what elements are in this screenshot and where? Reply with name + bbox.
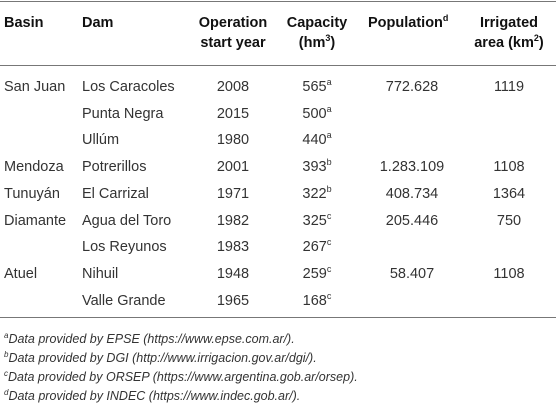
footnote-text: Data provided by ORSEP (https://www.arge… (8, 370, 358, 384)
cell-basin: San Juan (4, 79, 66, 95)
header-population: Populationd (368, 13, 448, 33)
header-irrigated-unit: area (km (474, 35, 534, 51)
cell-dam: Nihuil (82, 266, 119, 282)
capacity-footnote-mark: c (326, 264, 332, 275)
cell-capacity: 322b (282, 184, 352, 204)
cell-start-year: 1965 (216, 293, 250, 309)
capacity-value: 325 (302, 213, 327, 229)
cell-start-year: 1983 (216, 239, 250, 255)
capacity-value: 393 (302, 159, 327, 175)
cell-start-year: 1948 (216, 266, 250, 282)
header-population-label: Population (368, 15, 443, 31)
cell-start-year: 2001 (216, 159, 250, 175)
cell-capacity: 325c (282, 211, 352, 231)
cell-capacity: 168c (282, 291, 352, 311)
header-operation-line1: Operation (198, 15, 268, 31)
cell-start-year: 1971 (216, 186, 250, 202)
header-irrigated-sup: 2 (533, 33, 539, 44)
cell-population: 1.283.109 (379, 159, 445, 175)
header-population-sup: d (442, 13, 449, 24)
header-operation-line2: start year (200, 35, 266, 51)
capacity-value: 440 (302, 132, 327, 148)
capacity-footnote-mark: a (326, 104, 332, 115)
header-capacity-close: ) (330, 35, 336, 51)
footnote: cData provided by ORSEP (https://www.arg… (4, 369, 358, 385)
cell-irrigated-area: 1108 (493, 266, 525, 282)
capacity-footnote-mark: c (326, 291, 332, 302)
header-irrigated-line1: Irrigated (479, 15, 538, 31)
footnote-text: Data provided by INDEC (https://www.inde… (8, 389, 301, 403)
header-capacity-sup: 3 (325, 33, 331, 44)
capacity-footnote-mark: a (326, 77, 332, 88)
cell-capacity: 267c (282, 237, 352, 257)
capacity-footnote-mark: b (326, 157, 332, 168)
capacity-footnote-mark: b (326, 184, 332, 195)
cell-start-year: 1980 (216, 132, 250, 148)
cell-dam: Agua del Toro (82, 213, 172, 229)
capacity-value: 322 (302, 186, 327, 202)
capacity-footnote-mark: c (326, 237, 332, 248)
cell-population: 205.446 (385, 213, 439, 229)
cell-capacity: 393b (282, 157, 352, 177)
cell-dam: Punta Negra (82, 106, 164, 122)
header-capacity-line1: Capacity (286, 15, 348, 31)
footnote-text: Data provided by DGI (http://www.irrigac… (8, 351, 317, 365)
header-irrigated-line2: area (km2) (464, 33, 554, 53)
bottom-rule (0, 317, 556, 318)
cell-start-year: 2008 (216, 79, 250, 95)
cell-irrigated-area: 1108 (493, 159, 525, 175)
cell-capacity: 565a (282, 77, 352, 97)
footnote-mark: d (4, 387, 9, 397)
footnote-mark: c (4, 368, 8, 378)
cell-capacity: 259c (282, 264, 352, 284)
header-dam: Dam (82, 15, 114, 31)
capacity-footnote-mark: c (326, 211, 332, 222)
header-capacity: Capacity (hm3) (282, 13, 352, 53)
header-capacity-line2: (hm3) (282, 33, 352, 53)
footnote-mark: a (4, 330, 9, 340)
header-operation-start-year: Operation start year (188, 13, 278, 53)
cell-dam: El Carrizal (82, 186, 149, 202)
cell-capacity: 440a (282, 130, 352, 150)
capacity-value: 565 (302, 79, 327, 95)
cell-dam: Valle Grande (82, 293, 166, 309)
header-irrigated-area: Irrigated area (km2) (464, 13, 554, 53)
cell-capacity: 500a (282, 104, 352, 124)
cell-basin: Diamante (4, 213, 67, 229)
cell-irrigated-area: 750 (496, 213, 522, 229)
capacity-value: 168 (302, 293, 327, 309)
header-rule (0, 65, 556, 66)
cell-dam: Ullúm (82, 132, 120, 148)
cell-population: 58.407 (389, 266, 435, 282)
footnote-text: Data provided by EPSE (https://www.epse.… (8, 332, 295, 346)
cell-dam: Los Caracoles (82, 79, 175, 95)
cell-dam: Los Reyunos (82, 239, 167, 255)
capacity-footnote-mark: a (326, 130, 332, 141)
cell-irrigated-area: 1364 (492, 186, 526, 202)
cell-basin: Atuel (4, 266, 38, 282)
cell-irrigated-area: 1119 (493, 79, 525, 95)
header-irrigated-close: ) (538, 35, 544, 51)
cell-dam: Potrerillos (82, 159, 147, 175)
cell-basin: Tunuyán (4, 186, 60, 202)
cell-population: 772.628 (385, 79, 439, 95)
footnote: bData provided by DGI (http://www.irriga… (4, 350, 317, 366)
top-rule (0, 1, 556, 2)
footnote: aData provided by EPSE (https://www.epse… (4, 331, 295, 347)
capacity-value: 259 (302, 266, 327, 282)
cell-basin: Mendoza (4, 159, 64, 175)
capacity-value: 267 (302, 239, 327, 255)
footnote: dData provided by INDEC (https://www.ind… (4, 388, 300, 404)
header-capacity-unit: (hm (298, 35, 326, 51)
footnote-mark: b (4, 349, 9, 359)
cell-start-year: 2015 (216, 106, 250, 122)
cell-population: 408.734 (385, 186, 439, 202)
capacity-value: 500 (302, 106, 327, 122)
header-basin: Basin (4, 15, 44, 31)
cell-start-year: 1982 (216, 213, 250, 229)
